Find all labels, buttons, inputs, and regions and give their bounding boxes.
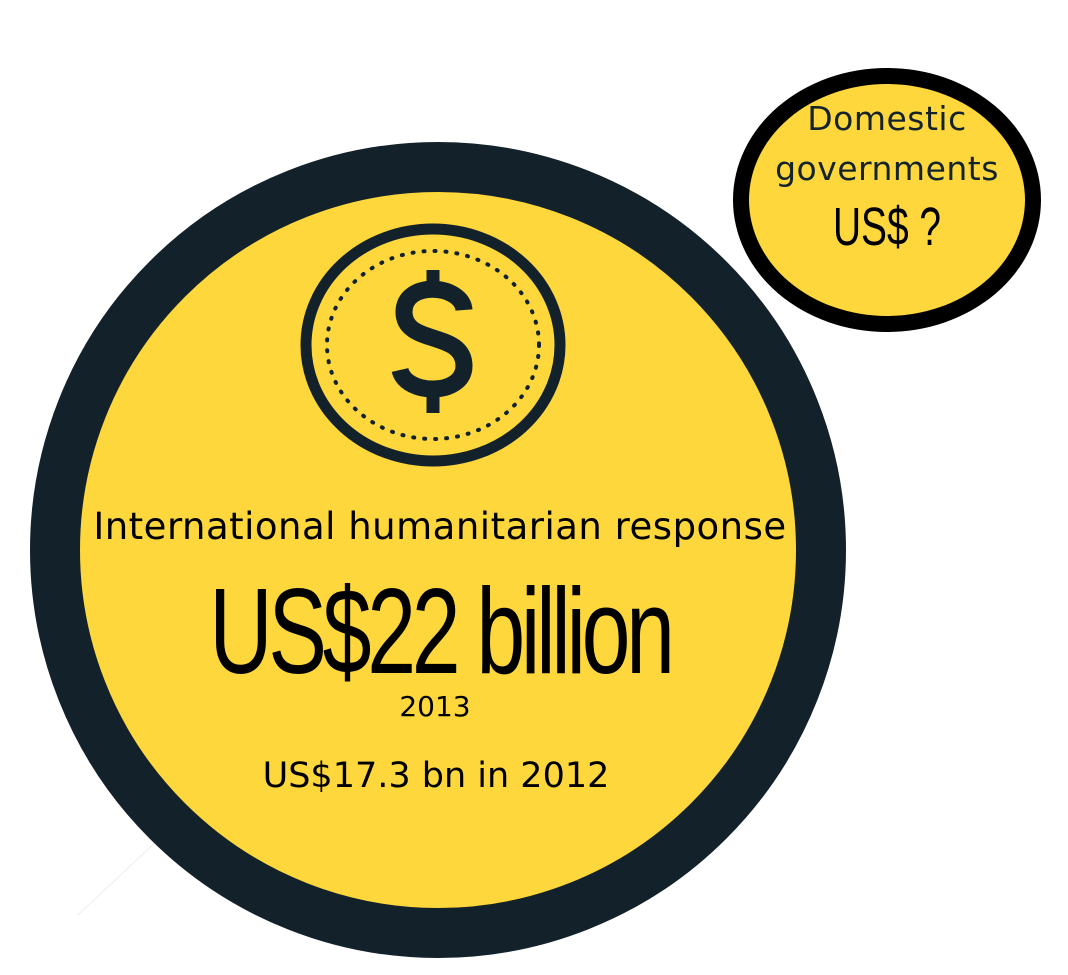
domestic-label-line1: Domestic — [807, 99, 967, 138]
response-amount: US$22 billion — [209, 563, 675, 699]
dollar-coin-icon — [300, 223, 566, 467]
domestic-governments-amount: US$ ? — [832, 197, 942, 257]
response-label: International humanitarian response — [93, 505, 787, 548]
dollar-sign-icon — [391, 270, 473, 413]
previous-year-amount: US$17.3 bn in 2012 — [262, 756, 610, 796]
domestic-governments-label: Domestic governments — [750, 94, 1024, 194]
response-year: 2013 — [399, 690, 471, 723]
domestic-label-line2: governments — [775, 149, 999, 188]
